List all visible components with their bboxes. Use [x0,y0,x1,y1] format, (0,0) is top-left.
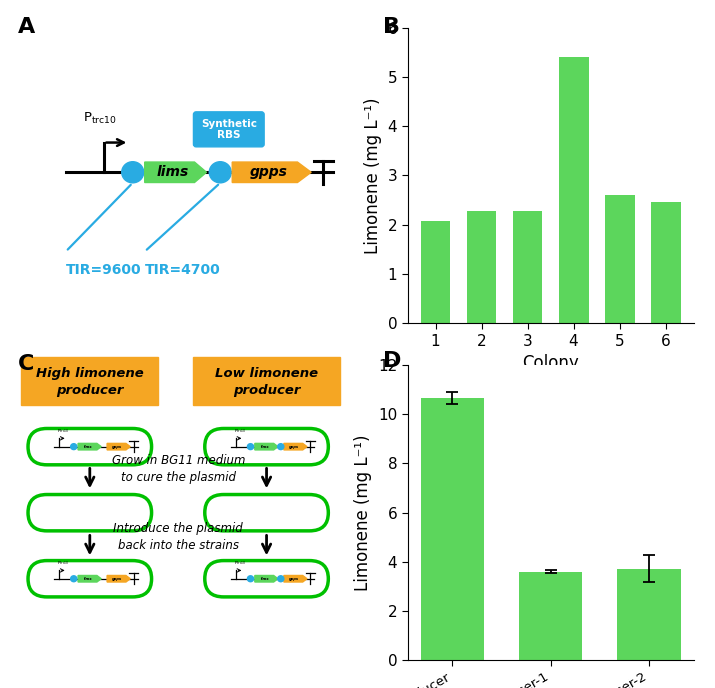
FancyArrow shape [284,443,307,450]
Bar [193,358,340,405]
Text: P$_{\mathregular{trc10}}$: P$_{\mathregular{trc10}}$ [234,428,247,436]
Text: gpps: gpps [289,444,299,449]
Text: lims: lims [157,165,189,180]
Text: C: C [18,354,34,374]
Text: P$_{\mathregular{trc10}}$: P$_{\mathregular{trc10}}$ [83,111,117,126]
Circle shape [247,576,254,582]
Bar [420,398,484,660]
Bar [518,572,583,660]
Text: TIR=4700: TIR=4700 [144,263,220,277]
X-axis label: Colony: Colony [522,354,579,372]
Text: Synthetic
RBS: Synthetic RBS [201,118,257,140]
FancyArrow shape [107,443,130,450]
Text: gpps: gpps [289,577,299,581]
Bar [420,222,450,323]
Text: TIR=9600: TIR=9600 [66,263,142,277]
FancyArrow shape [78,575,102,582]
Text: P$_{\mathregular{trc10}}$: P$_{\mathregular{trc10}}$ [234,560,247,568]
Text: P$_{\mathregular{trc10}}$: P$_{\mathregular{trc10}}$ [57,428,70,436]
Circle shape [277,444,284,450]
FancyBboxPatch shape [28,429,152,465]
FancyArrow shape [255,575,278,582]
Bar [21,358,159,405]
Text: Grow in BG11 medium
to cure the plasmid: Grow in BG11 medium to cure the plasmid [112,454,245,484]
Text: B: B [383,17,400,37]
Bar [513,211,543,323]
FancyBboxPatch shape [204,495,328,531]
FancyBboxPatch shape [204,561,328,597]
Text: High limonene
producer: High limonene producer [36,367,144,396]
Bar [605,195,634,323]
FancyBboxPatch shape [28,495,152,531]
Text: D: D [383,351,401,371]
Text: lims: lims [260,444,269,449]
Y-axis label: Limonene (mg L⁻¹): Limonene (mg L⁻¹) [364,97,382,254]
FancyBboxPatch shape [204,429,328,465]
FancyArrow shape [107,575,130,582]
FancyBboxPatch shape [194,112,264,147]
Circle shape [71,576,77,582]
FancyBboxPatch shape [28,561,152,597]
Text: lims: lims [260,577,269,581]
Circle shape [247,444,254,450]
Text: Introduce the plasmid
back into the strains: Introduce the plasmid back into the stra… [114,522,243,552]
Text: P$_{\mathregular{trc10}}$: P$_{\mathregular{trc10}}$ [57,560,70,568]
Text: lims: lims [84,444,92,449]
FancyArrow shape [255,443,278,450]
Circle shape [209,162,231,183]
Text: gpps: gpps [112,577,122,581]
Bar [617,569,681,660]
Bar [558,57,588,323]
Text: lims: lims [84,577,92,581]
Circle shape [122,162,144,183]
FancyArrow shape [144,162,207,182]
Circle shape [277,576,284,582]
FancyArrow shape [78,443,102,450]
Text: gpps: gpps [112,444,122,449]
Text: Low limonene
producer: Low limonene producer [215,367,318,396]
Text: A: A [18,17,35,37]
FancyArrow shape [232,162,311,182]
Y-axis label: Limonene (mg L⁻¹): Limonene (mg L⁻¹) [355,434,373,591]
Bar [651,202,681,323]
Bar [467,211,496,323]
Circle shape [71,444,77,450]
Text: gpps: gpps [250,165,287,180]
FancyArrow shape [284,575,307,582]
